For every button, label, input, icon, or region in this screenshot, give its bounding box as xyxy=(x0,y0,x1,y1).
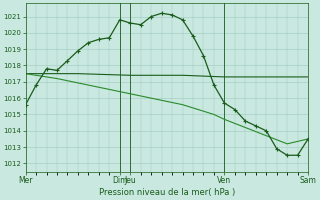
X-axis label: Pression niveau de la mer( hPa ): Pression niveau de la mer( hPa ) xyxy=(99,188,235,197)
